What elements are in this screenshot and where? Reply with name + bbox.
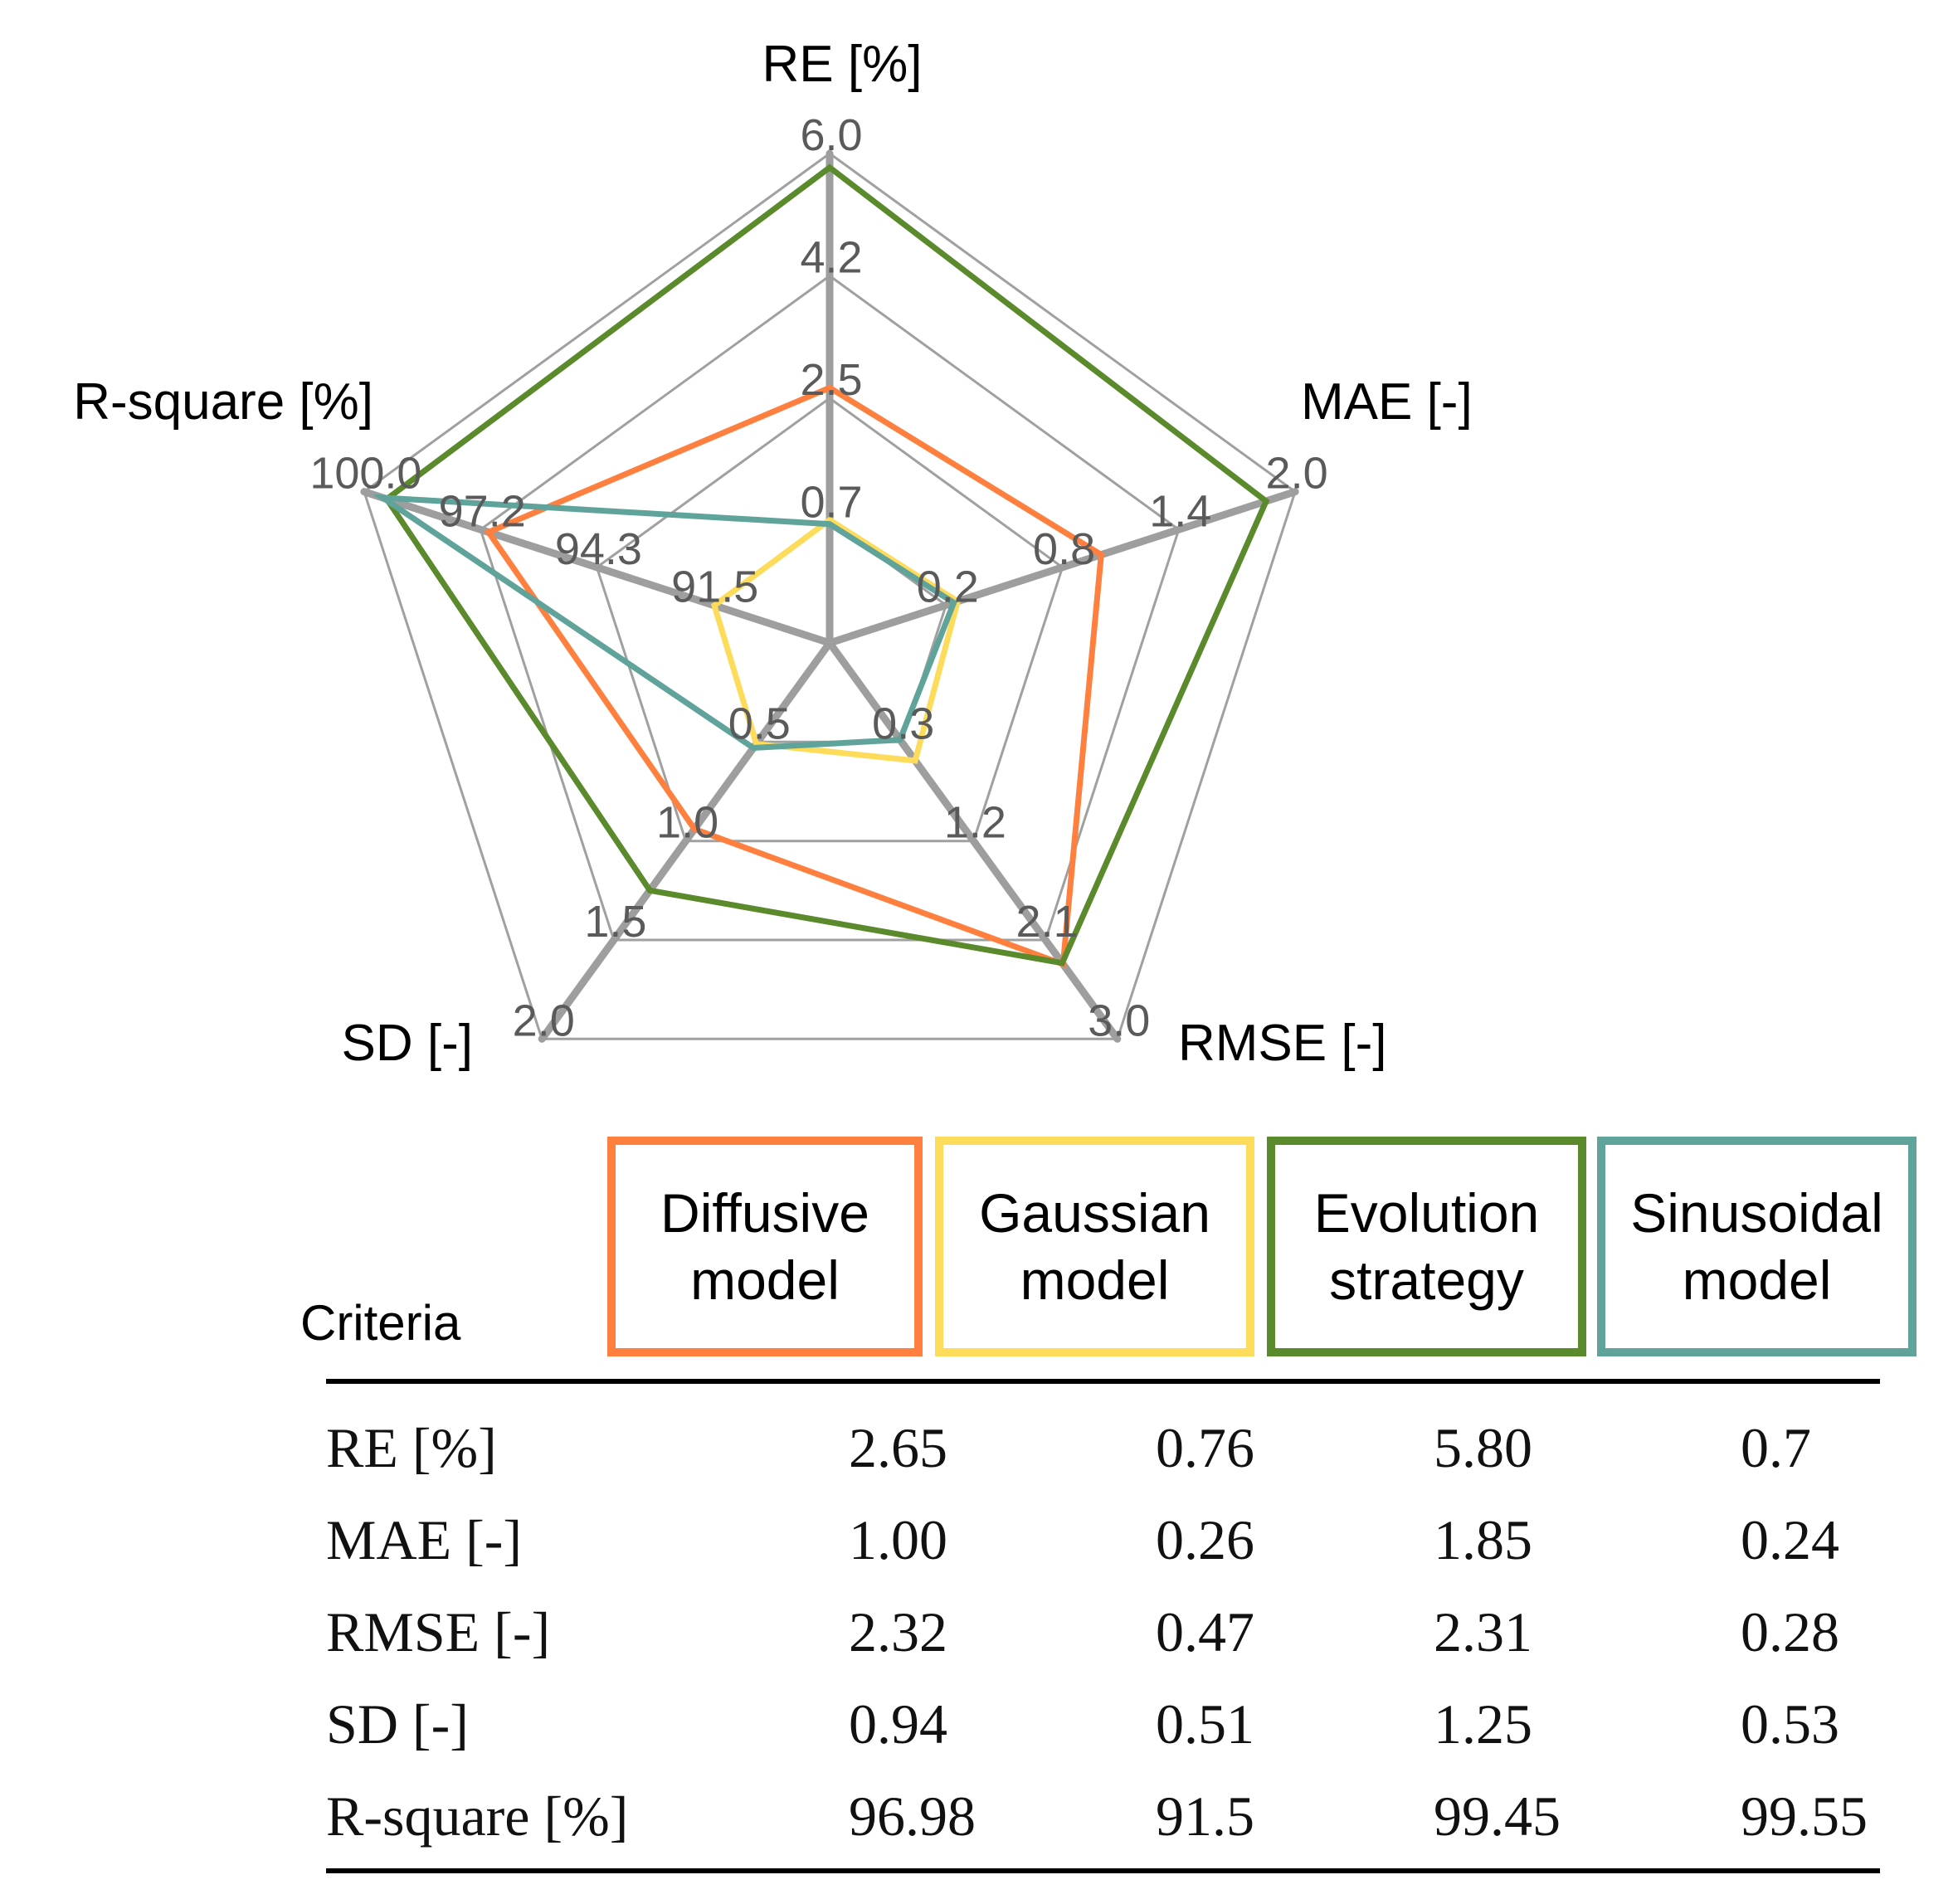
cell-evolution: 1.25 [1434,1692,1532,1755]
grid-ring-3 [479,274,1181,942]
tick-label: 94.3 [555,524,642,574]
cell-diffusive: 2.32 [849,1600,947,1663]
table-bottom-rule [326,1868,1880,1873]
cell-evolution: 99.45 [1434,1785,1561,1848]
tick-label: 3.0 [1088,996,1150,1045]
tick-label: 97.2 [439,486,526,536]
table-row: RE [%] 2.65 0.76 5.80 0.7 [326,1402,1880,1494]
row-label: SD [-] [326,1692,469,1755]
cell-sinusoidal: 99.55 [1741,1785,1868,1848]
tick-label: 0.7 [800,478,862,528]
grid-ring-2 [595,397,1064,843]
axis-spoke-4 [538,639,834,1043]
legend-item-evolution: Evolution strategy [1267,1137,1586,1356]
cell-diffusive: 2.65 [849,1416,947,1479]
axis-title: RE [%] [762,36,923,93]
legend-item-diffusive: Diffusive model [607,1137,923,1356]
row-label: RE [%] [326,1416,497,1479]
tick-label: 0.2 [917,562,979,611]
series-line-4 [372,494,957,752]
tick-label: 2.5 [800,355,862,405]
axis-spoke-3 [826,639,1122,1043]
row-label: MAE [-] [326,1508,523,1571]
cell-gaussian: 91.5 [1156,1785,1254,1848]
tick-label: 4.2 [800,233,862,283]
tick-label: 1.5 [584,897,646,947]
radar-axes [360,149,1299,1043]
tick-label: 91.5 [671,562,758,611]
cell-sinusoidal: 0.24 [1741,1508,1839,1571]
tick-label: 1.0 [656,798,718,848]
series-line-2 [710,516,962,764]
tick-label: 100.0 [309,449,421,499]
axis-title: RMSE [-] [1178,1015,1386,1072]
cell-gaussian: 0.76 [1156,1416,1254,1479]
row-label: R-square [%] [326,1785,629,1848]
cell-diffusive: 0.94 [849,1692,947,1755]
axis-title: SD [-] [342,1015,473,1072]
cell-gaussian: 0.26 [1156,1508,1254,1571]
cell-diffusive: 96.98 [849,1785,976,1848]
series-line-3 [382,163,1270,967]
cell-sinusoidal: 0.7 [1741,1416,1811,1479]
tick-label: 0.8 [1033,524,1095,574]
axis-spoke-5 [360,488,834,647]
criteria-label: Criteria [300,1295,461,1351]
cell-gaussian: 0.51 [1156,1692,1254,1755]
tick-label: 0.3 [872,699,934,748]
legend-item-sinusoidal: Sinusoidal model [1597,1137,1916,1356]
legend-label-line1: Evolution [1313,1181,1540,1244]
radar-chart: 0.7 2.5 4.2 6.0 0.2 0.8 1.4 2.0 0.3 1.22.13.0 0.5 1… [73,36,1473,1072]
axis-title: R-square [%] [73,373,373,431]
cell-diffusive: 1.00 [849,1508,947,1571]
grid-ring-4 [363,152,1297,1040]
row-label: RMSE [-] [326,1600,551,1663]
tick-label: 2.0 [513,996,575,1045]
tick-label: 6.0 [800,110,862,160]
cell-sinusoidal: 0.53 [1741,1692,1839,1755]
legend-item-gaussian: Gaussian model [935,1137,1254,1356]
tick-label: 1.4 [1149,486,1211,536]
results-table: RE [%] 2.65 0.76 5.80 0.7 MAE [-] 1.00 0… [326,1402,1880,1863]
cell-evolution: 1.85 [1434,1508,1532,1571]
legend-label-line2: model [690,1249,840,1311]
cell-evolution: 2.31 [1434,1600,1532,1663]
table-row: RMSE [-] 2.32 0.47 2.31 0.28 [326,1586,1880,1678]
legend-label-line2: model [1020,1249,1170,1311]
axis-title: MAE [-] [1301,373,1473,431]
table-row: MAE [-] 1.00 0.26 1.85 0.24 [326,1494,1880,1586]
tick-label: 2.1 [1016,897,1079,947]
cell-sinusoidal: 0.28 [1741,1600,1839,1663]
legend-label-line2: strategy [1329,1249,1524,1311]
table-top-rule [326,1379,1880,1384]
legend-label-line2: model [1682,1249,1832,1311]
tick-label: 1.2 [944,798,1006,848]
legend-label-line1: Gaussian [979,1181,1210,1244]
legend-label-line1: Diffusive [660,1181,869,1244]
tick-label: 2.0 [1266,449,1328,499]
legend-label-line1: Sinusoidal [1630,1181,1883,1244]
radar-axis-titles: RE [%] MAE [-] RMSE [-] SD [-] R-square [%] [73,36,1473,1072]
series-line-1 [484,384,1104,969]
axis-spoke-2 [826,488,1299,647]
table-row: SD [-] 0.94 0.51 1.25 0.53 [326,1678,1880,1770]
tick-label: 0.5 [728,699,791,748]
cell-gaussian: 0.47 [1156,1600,1254,1663]
radar-series [372,163,1270,969]
cell-evolution: 5.80 [1434,1416,1532,1479]
radar-tick-labels: 0.7 2.5 4.2 6.0 0.2 0.8 1.4 2.0 0.3 1.22.13.0 0.5 1… [309,110,1327,1045]
table-row: R-square [%] 96.98 91.5 99.45 99.55 [326,1770,1880,1863]
